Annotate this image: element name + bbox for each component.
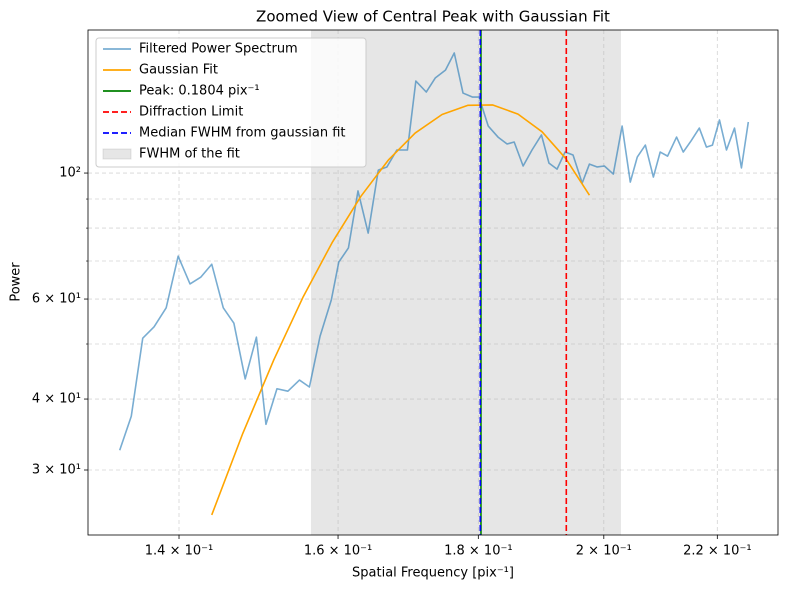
plot-over: 1.4 × 10⁻¹ 1.6 × 10⁻¹ 1.8 × 10⁻¹ 2 × 10⁻¹ 2.… (32, 29, 779, 559)
legend-swatch (102, 148, 132, 160)
legend-label: Filtered Power Spectrum (139, 42, 298, 57)
legend-label: Gaussian Fit (139, 63, 218, 78)
series-line (210, 104, 591, 516)
legend: Filtered Power Spectrum Gaussian Fit Peak:… (95, 37, 367, 168)
plot-data (118, 30, 750, 535)
legend-label: Peak: 0.1804 pix⁻¹ (139, 84, 260, 99)
x-tick-label: 1.8 × 10⁻¹ (444, 544, 512, 559)
y-tick-label: 10² (59, 166, 81, 181)
x-axis-label: Spatial Frequency [pix⁻¹] (352, 566, 514, 581)
y-tick-label: 3 × 10¹ (32, 463, 81, 478)
y-axis-label: Power (9, 262, 24, 302)
x-tick-label: 2 × 10⁻¹ (576, 544, 632, 559)
chart-title: Zoomed View of Central Peak with Gaussia… (256, 8, 610, 26)
y-tick-label: 6 × 10¹ (32, 292, 81, 307)
series-line (118, 52, 750, 451)
plot-frame (87, 29, 779, 536)
legend-label: FWHM of the fit (139, 147, 240, 162)
x-tick-label: 1.6 × 10⁻¹ (304, 544, 372, 559)
legend-box (95, 37, 367, 168)
legend-label: Diffraction Limit (139, 105, 243, 120)
y-tick-label: 4 × 10¹ (32, 392, 81, 407)
x-tick-label: 1.4 × 10⁻¹ (145, 544, 213, 559)
x-tick-label: 2.2 × 10⁻¹ (683, 544, 751, 559)
legend-label: Median FWHM from gaussian fit (139, 126, 346, 141)
